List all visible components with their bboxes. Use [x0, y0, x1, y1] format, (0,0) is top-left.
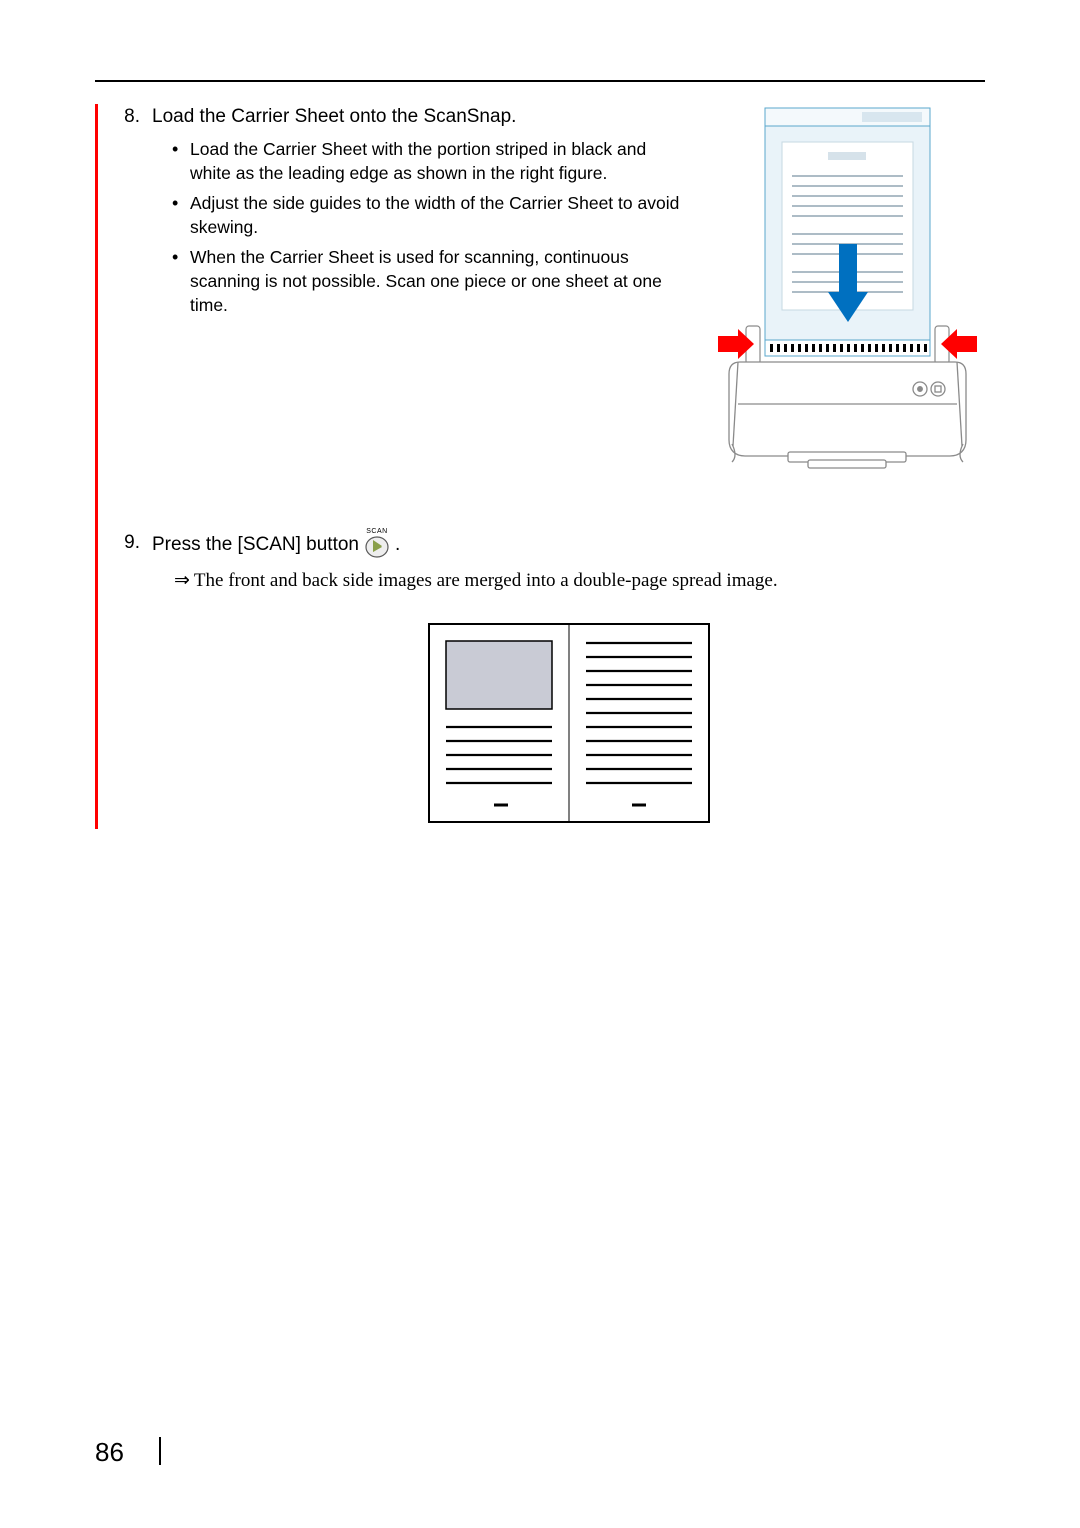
step-8-bullet: Adjust the side guides to the width of t… — [172, 191, 682, 239]
step-8-bullet: When the Carrier Sheet is used for scann… — [172, 245, 682, 317]
page-number-value: 86 — [95, 1437, 124, 1467]
top-rule — [95, 80, 985, 82]
page-number-divider — [159, 1437, 161, 1465]
page-number: 86 — [95, 1437, 161, 1468]
content-area: 8. Load the Carrier Sheet onto the ScanS… — [95, 104, 985, 829]
step-8-body: Load the Carrier Sheet onto the ScanSnap… — [152, 104, 985, 474]
step-8-number: 8. — [116, 104, 152, 131]
step-9: 9. Press the [SCAN] button SCAN . — [116, 530, 985, 823]
accent-bar — [95, 104, 98, 829]
step-9-title-suffix: . — [395, 532, 400, 559]
step-8-title: Load the Carrier Sheet onto the ScanSnap… — [152, 104, 682, 131]
merged-page-diagram — [428, 623, 710, 823]
page: 8. Load the Carrier Sheet onto the ScanS… — [0, 0, 1080, 1528]
step-8-text: Load the Carrier Sheet onto the ScanSnap… — [152, 104, 682, 324]
step-9-number: 9. — [116, 530, 152, 557]
step-9-title-prefix: Press the [SCAN] button — [152, 532, 359, 559]
scan-button-icon: SCAN — [365, 528, 389, 558]
scanner-diagram — [710, 104, 985, 474]
result-arrow-icon: ⇒ — [174, 570, 190, 591]
scan-icon-label: SCAN — [366, 528, 387, 535]
step-9-body: Press the [SCAN] button SCAN . ⇒T — [152, 530, 985, 823]
step-9-result: ⇒The front and back side images are merg… — [152, 568, 985, 595]
step-8-bullets: Load the Carrier Sheet with the portion … — [152, 137, 682, 318]
step-9-result-text: The front and back side images are merge… — [194, 570, 778, 591]
step-8-bullet: Load the Carrier Sheet with the portion … — [172, 137, 682, 185]
steps-list: 8. Load the Carrier Sheet onto the ScanS… — [116, 104, 985, 829]
step-8: 8. Load the Carrier Sheet onto the ScanS… — [116, 104, 985, 474]
